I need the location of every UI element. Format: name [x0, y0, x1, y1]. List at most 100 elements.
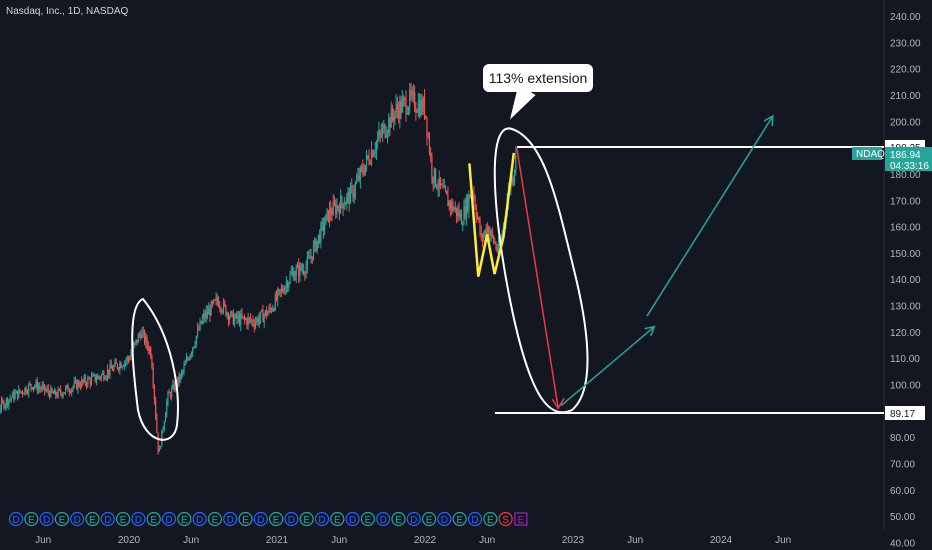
candle-body — [501, 233, 503, 239]
candle-body — [453, 209, 455, 211]
symbol-tag-label: NDAQ — [856, 149, 885, 160]
candle-body — [150, 348, 152, 357]
event-marker-label: D — [441, 515, 448, 526]
candle-body — [224, 301, 226, 306]
candle-body — [342, 203, 344, 209]
candle-body — [430, 152, 432, 156]
event-marker-label: D — [318, 515, 325, 526]
candle-body — [120, 363, 122, 368]
event-marker[interactable] — [39, 511, 54, 527]
event-marker[interactable] — [100, 511, 115, 527]
candle-body — [137, 334, 139, 343]
candle-body — [216, 297, 218, 302]
event-marker[interactable] — [8, 511, 24, 527]
event-marker[interactable] — [330, 511, 345, 527]
event-marker[interactable] — [223, 511, 238, 527]
event-marker[interactable] — [24, 511, 39, 527]
event-marker[interactable] — [192, 511, 207, 527]
event-marker[interactable] — [299, 511, 314, 527]
event-marker[interactable] — [115, 511, 131, 527]
candle-body — [229, 316, 231, 321]
candle-body — [157, 432, 159, 452]
candle-body — [262, 310, 264, 322]
candle-body — [284, 287, 286, 293]
event-marker[interactable] — [360, 511, 375, 527]
yellow-wave-annotation — [468, 152, 516, 277]
candle-body — [431, 155, 433, 178]
event-marker[interactable] — [498, 511, 513, 527]
candle-body — [399, 101, 401, 119]
event-marker[interactable] — [406, 511, 421, 527]
event-marker[interactable] — [70, 511, 85, 527]
candle-body — [328, 208, 331, 222]
candle-body — [427, 135, 429, 137]
candle-body — [301, 269, 304, 271]
candle-body — [158, 447, 160, 452]
candle-body — [28, 384, 30, 393]
event-marker[interactable] — [131, 511, 146, 527]
candle-body — [221, 311, 223, 313]
candle-body — [119, 363, 121, 370]
candle-body — [188, 358, 190, 360]
event-marker[interactable] — [161, 511, 177, 527]
candle-body — [435, 168, 437, 186]
candle-body — [243, 316, 246, 320]
candle-body — [425, 115, 427, 118]
event-marker[interactable] — [391, 511, 406, 527]
event-marker[interactable] — [177, 511, 192, 527]
green-arrow-1-line — [560, 326, 655, 407]
candle-body — [464, 206, 466, 218]
event-marker[interactable] — [376, 511, 391, 527]
candle-body — [79, 386, 82, 388]
event-marker[interactable] — [437, 511, 452, 527]
candle-body — [465, 197, 468, 218]
candle-body — [222, 301, 225, 312]
event-marker[interactable] — [422, 511, 437, 527]
event-marker[interactable] — [314, 511, 330, 527]
candle-body — [264, 310, 267, 316]
event-marker[interactable] — [207, 511, 222, 527]
event-marker[interactable] — [284, 511, 299, 527]
candle-body — [50, 388, 52, 398]
candle-body — [451, 202, 453, 209]
candle-body — [84, 377, 86, 384]
candle-body — [432, 177, 434, 184]
candle-body — [406, 112, 408, 114]
candle-body — [0, 400, 3, 409]
candle-body — [166, 401, 168, 415]
event-marker[interactable] — [269, 511, 284, 527]
candle-body — [412, 92, 415, 94]
candle-body — [300, 264, 302, 270]
candle-body — [82, 379, 84, 382]
event-marker[interactable] — [146, 511, 161, 527]
event-marker[interactable] — [514, 512, 528, 526]
event-marker[interactable] — [85, 511, 100, 527]
event-marker[interactable] — [238, 511, 253, 527]
candle-body — [31, 386, 33, 390]
candle-body — [364, 164, 366, 175]
event-marker[interactable] — [483, 511, 498, 527]
y-tick-label: 40.00 — [890, 538, 915, 549]
event-marker[interactable] — [452, 511, 467, 527]
candle-body — [25, 387, 27, 393]
candle-body — [187, 358, 189, 360]
event-marker[interactable] — [253, 511, 268, 527]
candle-body — [20, 391, 22, 393]
event-marker[interactable] — [54, 511, 70, 527]
event-marker[interactable] — [467, 511, 483, 527]
candle-body — [118, 368, 120, 370]
candle-body — [253, 323, 255, 327]
candle-body — [182, 370, 184, 373]
candle-body — [443, 186, 445, 188]
candle-body — [206, 311, 209, 315]
candle-body — [327, 210, 329, 222]
candle-body — [448, 201, 450, 207]
event-marker[interactable] — [345, 511, 360, 527]
candle-body — [74, 380, 77, 382]
candle-body — [263, 315, 265, 322]
candle-body — [372, 150, 374, 157]
candle-body — [267, 312, 269, 316]
candle-body — [190, 352, 193, 356]
candle-body — [200, 321, 202, 324]
